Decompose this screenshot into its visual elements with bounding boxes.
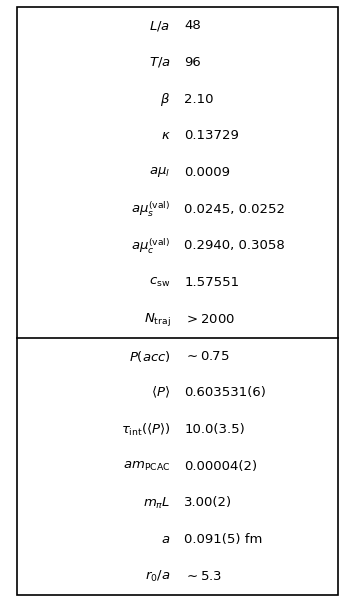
- Text: 0.091(5) fm: 0.091(5) fm: [184, 533, 263, 546]
- Text: $L/a$: $L/a$: [149, 19, 171, 33]
- Text: $c_{\mathrm{sw}}$: $c_{\mathrm{sw}}$: [149, 276, 171, 289]
- Text: 0.13729: 0.13729: [184, 129, 239, 142]
- Text: 0.2940, 0.3058: 0.2940, 0.3058: [184, 240, 285, 252]
- Text: $\sim 5.3$: $\sim 5.3$: [184, 570, 223, 583]
- Text: 2.10: 2.10: [184, 93, 214, 105]
- Text: $\kappa$: $\kappa$: [161, 129, 171, 142]
- Text: $a\mu_l$: $a\mu_l$: [149, 166, 171, 179]
- Text: 48: 48: [184, 19, 201, 32]
- Text: $> 2000$: $> 2000$: [184, 313, 236, 326]
- Text: $\beta$: $\beta$: [160, 90, 171, 108]
- Text: $m_{\pi}L$: $m_{\pi}L$: [143, 495, 171, 510]
- Text: $T/a$: $T/a$: [149, 55, 171, 69]
- Text: $\tau_{\mathrm{int}}(\langle P \rangle)$: $\tau_{\mathrm{int}}(\langle P \rangle)$: [121, 421, 171, 438]
- Text: $am_{\mathrm{PCAC}}$: $am_{\mathrm{PCAC}}$: [123, 460, 171, 473]
- Text: 3.00(2): 3.00(2): [184, 497, 232, 509]
- Text: 0.00004(2): 0.00004(2): [184, 460, 258, 473]
- Text: 0.603531(6): 0.603531(6): [184, 386, 266, 399]
- Text: 0.0009: 0.0009: [184, 166, 230, 179]
- Text: $a$: $a$: [161, 533, 171, 546]
- Text: $a\mu_s^{\mathrm{(val)}}$: $a\mu_s^{\mathrm{(val)}}$: [131, 199, 171, 219]
- Text: $r_0/a$: $r_0/a$: [145, 569, 171, 584]
- Text: $N_{\mathrm{traj}}$: $N_{\mathrm{traj}}$: [144, 311, 171, 328]
- Text: $P(acc)$: $P(acc)$: [129, 349, 171, 364]
- Text: $a\mu_c^{\mathrm{(val)}}$: $a\mu_c^{\mathrm{(val)}}$: [131, 236, 171, 256]
- Text: 1.57551: 1.57551: [184, 276, 239, 289]
- Text: 10.0(3.5): 10.0(3.5): [184, 423, 245, 436]
- Text: $\sim 0.75$: $\sim 0.75$: [184, 350, 230, 362]
- Text: 0.0245, 0.0252: 0.0245, 0.0252: [184, 203, 285, 216]
- Text: $\langle P \rangle$: $\langle P \rangle$: [151, 385, 171, 400]
- Text: 96: 96: [184, 56, 201, 69]
